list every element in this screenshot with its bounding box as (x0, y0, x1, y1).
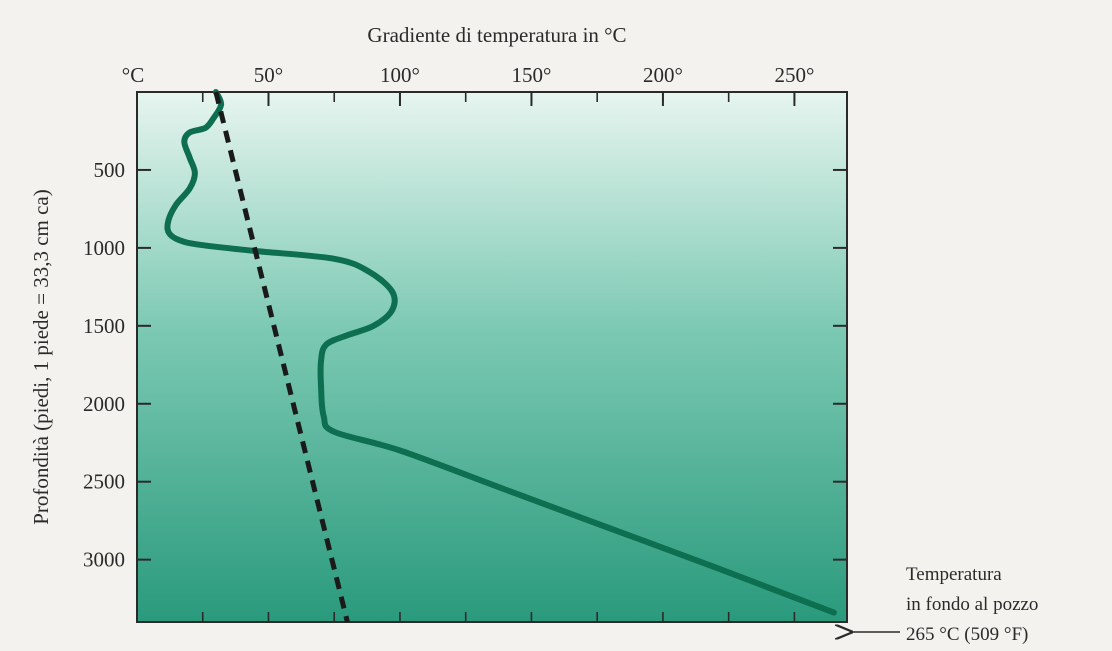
plot-area (136, 91, 848, 623)
series-layer (164, 89, 837, 623)
annotation-line-3: 265 °C (509 °F) (906, 624, 1028, 645)
y-tick-label: 1000 (83, 236, 125, 260)
x-tick-label: 200° (643, 63, 683, 87)
y-tick-label: 2500 (83, 470, 125, 494)
x-tick-label: 250° (774, 63, 814, 87)
x-tick-label: 50° (254, 63, 283, 87)
measured-temperature-line (164, 89, 837, 616)
x-axis-ticks: 50° 100° 150° 200° 250° (201, 63, 814, 622)
annotation-line-1: Temperatura (906, 564, 1002, 585)
y-tick-label: 3000 (83, 548, 125, 572)
normal-gradient-dashed-line (213, 91, 350, 623)
y-axis-title: Profondità (piedi, 1 piede = 33,3 cm ca) (29, 189, 53, 525)
x-axis-title: Gradiente di temperatura in °C (367, 23, 626, 47)
y-tick-label: 500 (94, 158, 126, 182)
y-tick-label: 1500 (83, 314, 125, 338)
bottom-temperature-annotation: Temperatura in fondo al pozzo 265 °C (50… (850, 564, 1038, 645)
annotation-line-2: in fondo al pozzo (906, 594, 1038, 615)
x-unit-label: °C (122, 63, 144, 87)
x-tick-label: 100° (380, 63, 420, 87)
y-tick-label: 2000 (83, 392, 125, 416)
y-axis-ticks: 500 1000 1500 2000 2500 3000 (83, 158, 847, 572)
x-tick-label: 150° (511, 63, 551, 87)
